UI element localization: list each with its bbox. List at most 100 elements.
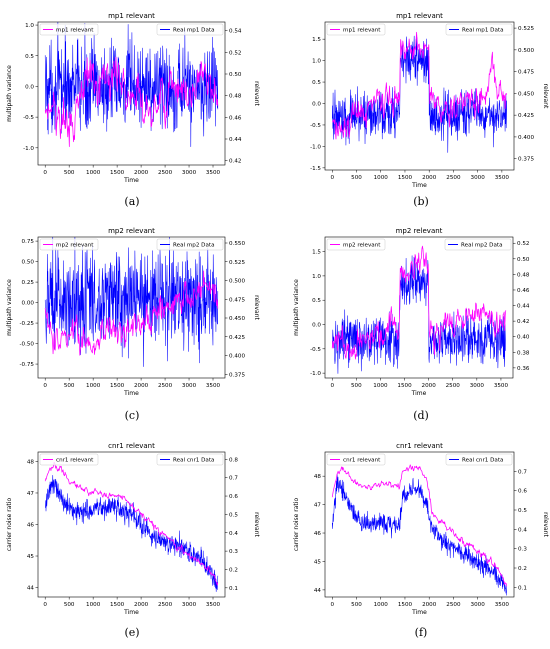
y-axis-label-left: multipath variance <box>6 279 13 336</box>
legend-real-data: Real mp2 Data <box>156 238 224 251</box>
x-axis-label: Time <box>411 390 427 397</box>
x-tick-label: 2500 <box>446 383 461 389</box>
x-tick-label: 0 <box>330 175 334 181</box>
y-tick-label-right: 0.450 <box>229 316 245 322</box>
y-tick-label-right: 0.52 <box>517 241 529 247</box>
y-tick-label-right: 0.7 <box>229 476 238 482</box>
x-tick-label: 3500 <box>206 602 221 608</box>
y-tick-label-left: 0.0 <box>25 84 34 90</box>
y-tick-label-right: 0.44 <box>229 137 242 143</box>
legend-relevant: mp1 relevant <box>39 23 99 36</box>
x-tick-label: 3500 <box>495 602 510 608</box>
y-tick-label-right: 0.8 <box>229 457 238 463</box>
y-axis-label-right: relevant <box>542 512 549 537</box>
plot-frame <box>37 451 226 598</box>
y-tick-label-right: 0.46 <box>517 288 530 294</box>
y-tick-label-right: 0.38 <box>517 350 530 356</box>
series-real-data-line <box>44 237 219 367</box>
y-axis-label-right: relevant <box>253 512 260 537</box>
y-tick-label-left: -1.0 <box>23 146 34 152</box>
y-tick-label-right: 0.525 <box>229 260 245 266</box>
x-tick-label: 3000 <box>182 383 197 389</box>
legend-box <box>445 23 513 36</box>
legend-label-relevant: mp1 relevant <box>343 28 381 34</box>
x-tick-label: 500 <box>351 383 362 389</box>
y-tick-label-right: 0.48 <box>517 272 530 278</box>
y-tick-label-left: -1.0 <box>310 371 321 377</box>
legend-box <box>326 238 386 251</box>
x-tick-label: 1500 <box>110 170 125 176</box>
y-tick-label-left: 1.0 <box>312 59 321 65</box>
y-tick-label-right: 0.5 <box>229 512 238 518</box>
legend-label-real-data: Real mp1 Data <box>462 28 504 34</box>
x-tick-label: 500 <box>351 175 362 181</box>
y-axis-label-right: relevant <box>253 81 260 106</box>
x-tick-label: 3500 <box>206 383 221 389</box>
caption-f: (f) <box>414 626 428 639</box>
x-tick-label: 3000 <box>471 175 486 181</box>
legend-label-relevant: cnr1 relevant <box>56 458 94 464</box>
legend-box <box>326 453 386 466</box>
legend-real-data: Real mp2 Data <box>444 238 512 251</box>
chart-title: mp2 relevant <box>108 227 155 235</box>
x-tick-label: 2000 <box>422 602 437 608</box>
x-tick-label: 0 <box>43 170 47 176</box>
x-tick-label: 2500 <box>446 175 461 181</box>
x-tick-label: 1000 <box>86 602 101 608</box>
y-tick-label-left: 0.0 <box>312 102 321 108</box>
y-tick-label-right: 0.2 <box>229 567 238 573</box>
y-axis-label-left: multipath variance <box>293 279 300 336</box>
series-relevant-line <box>44 461 219 586</box>
plot-frame <box>37 21 226 166</box>
y-tick-label-right: 0.500 <box>229 279 245 285</box>
legend-real-data: Real cnr1 Data <box>445 453 513 466</box>
x-tick-label: 1500 <box>398 175 413 181</box>
y-tick-label-left: 44 <box>27 586 35 592</box>
legend-label-relevant: cnr1 relevant <box>343 458 381 464</box>
caption-e: (e) <box>124 626 140 639</box>
x-tick-label: 500 <box>64 602 75 608</box>
y-tick-label-right: 0.36 <box>517 366 530 372</box>
legend-relevant: mp2 relevant <box>326 238 386 251</box>
y-tick-label-left: 0.5 <box>312 80 321 86</box>
y-tick-label-left: 1.0 <box>312 274 321 280</box>
x-tick-label: 1000 <box>86 383 101 389</box>
x-tick-label: 2500 <box>158 602 173 608</box>
y-axis-label-left: carrier noise ratio <box>6 498 13 552</box>
y-tick-label-right: 0.525 <box>518 26 534 32</box>
y-tick-label-right: 0.1 <box>229 586 238 592</box>
series-real-data-line <box>331 255 507 374</box>
y-tick-label-right: 0.7 <box>518 469 527 475</box>
y-tick-label-left: 0.0 <box>312 323 321 329</box>
chart-title: cnr1 relevant <box>108 442 155 450</box>
y-tick-label-left: 44 <box>314 588 322 594</box>
y-tick-label-right: 0.5 <box>518 508 527 514</box>
x-axis-label: Time <box>411 182 427 189</box>
y-tick-label-right: 0.6 <box>518 489 527 495</box>
y-axis-label-left: multipath variance <box>6 65 13 122</box>
x-tick-label: 2500 <box>158 170 173 176</box>
x-tick-label: 1500 <box>110 383 125 389</box>
legend-label-relevant: mp2 relevant <box>343 243 381 249</box>
chart-panel: 0 500 1000 1500 2000 2500 3000 3500 44 45 46 47 48 0.… <box>293 442 549 616</box>
y-tick-label-left: 48 <box>27 459 35 465</box>
x-tick-label: 0 <box>330 602 334 608</box>
x-tick-label: 3000 <box>471 602 486 608</box>
legend-box <box>39 453 99 466</box>
x-axis-label: Time <box>411 609 427 616</box>
y-tick-label-left: -0.5 <box>310 347 321 353</box>
x-tick-label: 3500 <box>206 170 221 176</box>
caption-c: (c) <box>124 409 140 422</box>
y-tick-label-right: 0.450 <box>518 91 534 97</box>
legend-relevant: mp2 relevant <box>39 238 99 251</box>
y-tick-label-right: 0.2 <box>518 566 527 572</box>
legend-relevant: mp1 relevant <box>326 23 386 36</box>
legend-real-data: Real mp1 Data <box>156 23 224 36</box>
y-tick-label-right: 0.4 <box>518 527 527 533</box>
series-relevant-line <box>331 31 508 140</box>
x-tick-label: 0 <box>330 383 334 389</box>
x-tick-label: 2000 <box>422 383 437 389</box>
y-tick-label-left: 0.75 <box>22 239 35 245</box>
legend-label-real-data: Real mp2 Data <box>461 243 503 249</box>
